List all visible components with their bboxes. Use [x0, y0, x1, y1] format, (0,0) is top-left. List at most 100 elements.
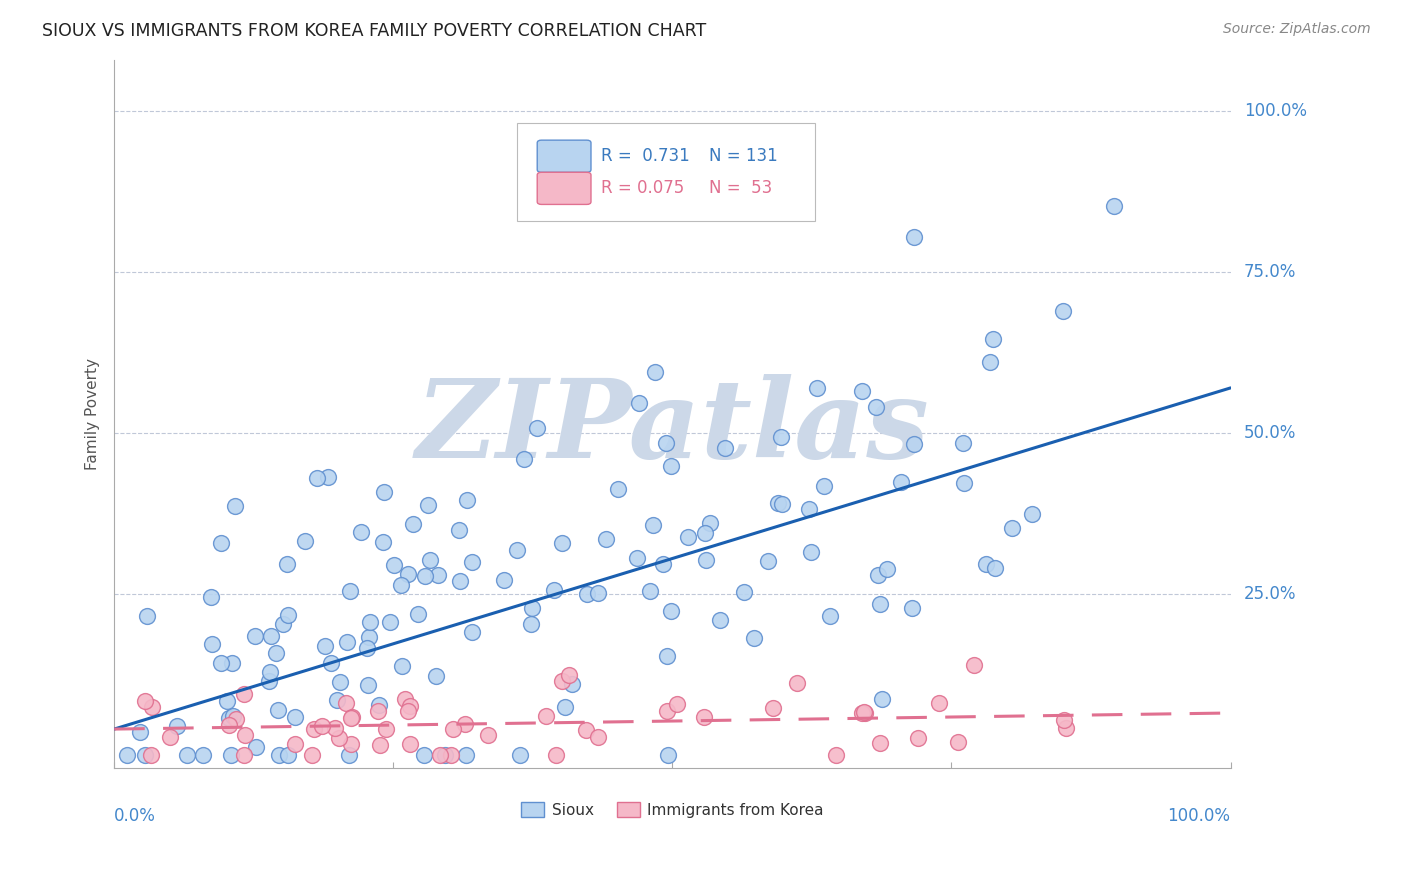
- Point: [756, 554, 779, 568]
- Point: [224, 499, 246, 513]
- Point: [316, 470, 339, 484]
- Point: [853, 706, 876, 721]
- Point: [456, 492, 478, 507]
- Point: [626, 551, 648, 566]
- Point: [644, 365, 666, 379]
- Point: [666, 697, 689, 711]
- Point: [413, 569, 436, 583]
- Point: [399, 699, 422, 714]
- Point: [427, 568, 450, 582]
- Point: [818, 608, 841, 623]
- Text: 100.0%: 100.0%: [1167, 806, 1230, 824]
- Point: [640, 583, 662, 598]
- Point: [440, 747, 463, 762]
- Point: [141, 700, 163, 714]
- Point: [907, 731, 929, 746]
- Point: [505, 542, 527, 557]
- Text: Source: ZipAtlas.com: Source: ZipAtlas.com: [1223, 22, 1371, 37]
- Point: [870, 692, 893, 706]
- Point: [627, 396, 650, 410]
- Point: [1001, 521, 1024, 535]
- Point: [869, 597, 891, 611]
- Point: [373, 534, 395, 549]
- Point: [359, 615, 381, 629]
- Point: [770, 497, 793, 511]
- Point: [825, 747, 848, 762]
- Text: 75.0%: 75.0%: [1244, 263, 1296, 281]
- Point: [520, 601, 543, 615]
- Point: [284, 737, 307, 751]
- Point: [134, 747, 156, 762]
- Point: [350, 525, 373, 540]
- Text: N = 131: N = 131: [709, 147, 778, 165]
- Point: [695, 553, 717, 567]
- Point: [461, 555, 484, 569]
- Point: [267, 703, 290, 717]
- Point: [903, 437, 925, 451]
- Point: [336, 635, 359, 649]
- Point: [766, 496, 789, 510]
- Point: [399, 738, 422, 752]
- Point: [962, 658, 984, 673]
- Point: [657, 648, 679, 663]
- Text: 0.0%: 0.0%: [114, 806, 156, 824]
- Point: [890, 475, 912, 489]
- Point: [551, 674, 574, 689]
- Point: [526, 420, 548, 434]
- Point: [876, 562, 898, 576]
- Point: [806, 381, 828, 395]
- Point: [1053, 713, 1076, 727]
- Point: [326, 693, 349, 707]
- Point: [305, 471, 328, 485]
- Point: [641, 517, 664, 532]
- Point: [769, 430, 792, 444]
- Point: [946, 735, 969, 749]
- Point: [209, 657, 232, 671]
- Text: ZIPatlas: ZIPatlas: [415, 374, 929, 482]
- Point: [520, 617, 543, 632]
- Point: [903, 230, 925, 244]
- Point: [952, 476, 974, 491]
- Point: [979, 355, 1001, 369]
- Point: [356, 678, 378, 692]
- Point: [233, 728, 256, 742]
- Point: [851, 706, 873, 720]
- Point: [655, 704, 678, 718]
- Point: [1102, 199, 1125, 213]
- Point: [657, 747, 679, 762]
- Point: [659, 604, 682, 618]
- Point: [339, 583, 361, 598]
- Point: [714, 442, 737, 456]
- Point: [869, 736, 891, 750]
- Point: [301, 747, 323, 762]
- Point: [508, 747, 530, 762]
- Point: [356, 641, 378, 656]
- Point: [232, 687, 254, 701]
- Point: [222, 708, 245, 723]
- Point: [607, 482, 630, 496]
- Point: [733, 585, 755, 599]
- Point: [396, 567, 419, 582]
- Point: [974, 557, 997, 571]
- Point: [134, 694, 156, 708]
- Text: 100.0%: 100.0%: [1244, 102, 1308, 120]
- Point: [693, 709, 716, 723]
- Point: [586, 586, 609, 600]
- Point: [786, 675, 808, 690]
- Text: R =  0.731: R = 0.731: [600, 147, 690, 165]
- Point: [554, 700, 576, 714]
- Point: [651, 557, 673, 571]
- Point: [335, 697, 357, 711]
- Point: [494, 574, 516, 588]
- Point: [800, 545, 823, 559]
- Point: [232, 747, 254, 762]
- Point: [367, 698, 389, 713]
- Point: [588, 730, 610, 744]
- Point: [981, 332, 1004, 346]
- Point: [374, 722, 396, 736]
- Point: [217, 694, 239, 708]
- Point: [271, 617, 294, 632]
- Point: [219, 747, 242, 762]
- Point: [678, 530, 700, 544]
- Point: [851, 384, 873, 398]
